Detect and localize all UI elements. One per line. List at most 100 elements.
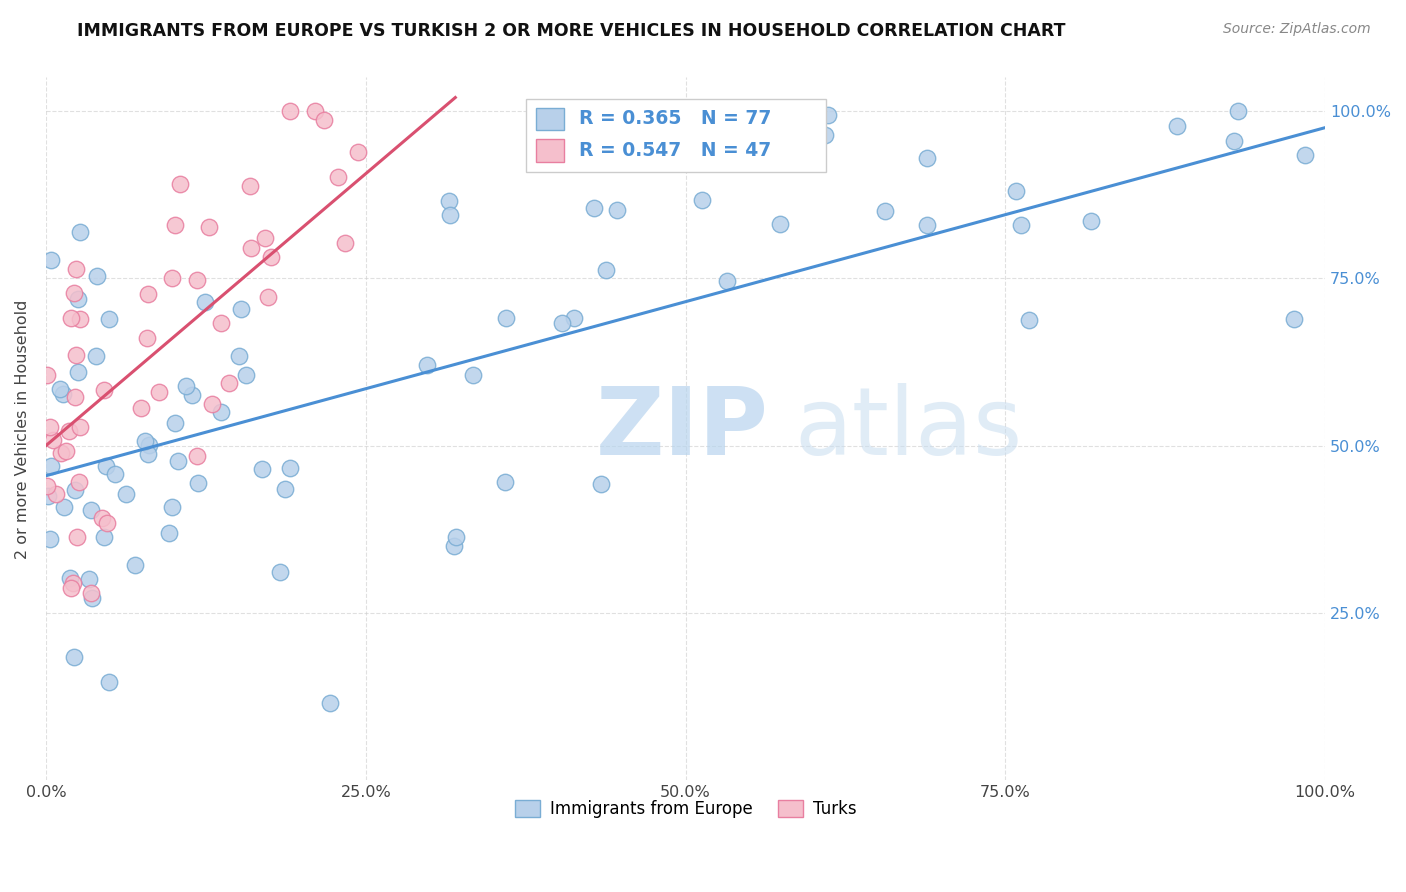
Point (278, 461, 301, 475)
Point (163, 416, 186, 430)
Point (138, 437, 160, 451)
Point (131, 401, 153, 415)
Point (90, 511, 112, 525)
Point (55, 443, 77, 458)
Point (62, 286, 84, 301)
Point (256, 290, 278, 304)
Point (63, 390, 86, 404)
Point (136, 447, 159, 461)
Point (49, 445, 72, 459)
Point (181, 388, 204, 402)
Point (416, 358, 439, 372)
Point (1282, 312, 1305, 326)
Point (165, 218, 187, 232)
Point (1226, 103, 1249, 118)
Point (136, 286, 159, 301)
Text: ZIP: ZIP (596, 383, 769, 475)
Point (65, 262, 87, 277)
Point (63, 650, 86, 665)
Text: atlas: atlas (794, 383, 1022, 475)
Point (551, 316, 574, 330)
Point (235, 368, 257, 383)
Point (37, 368, 59, 382)
Point (37, 489, 59, 503)
Point (873, 203, 896, 218)
Point (690, 193, 713, 207)
Point (319, 696, 342, 710)
Point (716, 274, 738, 288)
Point (769, 217, 792, 231)
Text: R = 0.365   N = 77: R = 0.365 N = 77 (579, 110, 772, 128)
Point (174, 378, 197, 392)
Point (1166, 120, 1188, 134)
Point (278, 103, 301, 118)
Point (65, 349, 87, 363)
Point (82, 591, 104, 605)
Point (817, 108, 839, 122)
Point (136, 331, 159, 345)
Point (187, 475, 209, 490)
Bar (536, 108, 564, 130)
Point (1018, 313, 1040, 327)
Point (48, 382, 70, 396)
Point (63, 483, 86, 498)
Point (62, 576, 84, 591)
Point (562, 311, 585, 326)
Point (93, 530, 115, 544)
Point (917, 152, 939, 166)
Point (254, 231, 277, 245)
Bar (536, 139, 564, 161)
Point (53, 500, 76, 515)
Point (59, 571, 82, 585)
Point (93, 383, 115, 397)
Text: IMMIGRANTS FROM EUROPE VS TURKISH 2 OR MORE VEHICLES IN HOUSEHOLD CORRELATION CH: IMMIGRANTS FROM EUROPE VS TURKISH 2 OR M… (77, 22, 1066, 40)
Point (231, 302, 253, 317)
Point (97, 674, 120, 689)
Text: Source: ZipAtlas.com: Source: ZipAtlas.com (1223, 22, 1371, 37)
Point (104, 467, 127, 481)
Point (45, 487, 67, 501)
Point (97, 311, 120, 326)
Point (304, 103, 326, 118)
Point (228, 349, 250, 363)
Point (444, 530, 467, 544)
Point (79, 572, 101, 586)
Point (58, 425, 80, 439)
Point (915, 219, 938, 233)
Point (239, 179, 262, 194)
Point (576, 139, 599, 153)
Point (162, 500, 184, 514)
Point (42, 434, 65, 448)
Point (167, 454, 190, 468)
Point (115, 486, 138, 500)
Point (186, 272, 208, 286)
Point (69, 419, 91, 434)
Point (814, 128, 837, 142)
Point (252, 462, 274, 476)
Point (209, 405, 232, 419)
Point (60, 311, 83, 326)
Point (69, 311, 91, 326)
Point (437, 194, 460, 208)
Point (218, 376, 240, 390)
Point (335, 236, 357, 251)
Point (1010, 218, 1032, 232)
Point (1223, 134, 1246, 148)
Bar (526, 98, 827, 172)
Text: R = 0.547   N = 47: R = 0.547 N = 47 (579, 141, 772, 160)
Point (52, 387, 75, 401)
Point (94, 458, 117, 473)
Point (260, 250, 283, 264)
Point (124, 558, 146, 572)
Point (589, 477, 612, 491)
Point (194, 294, 217, 309)
Point (39, 419, 62, 434)
Point (198, 220, 221, 235)
Point (37, 479, 59, 493)
Point (80, 586, 103, 600)
Point (1080, 214, 1102, 228)
Point (66, 293, 89, 307)
Point (269, 565, 291, 579)
Point (209, 316, 232, 330)
Point (1005, 184, 1028, 198)
